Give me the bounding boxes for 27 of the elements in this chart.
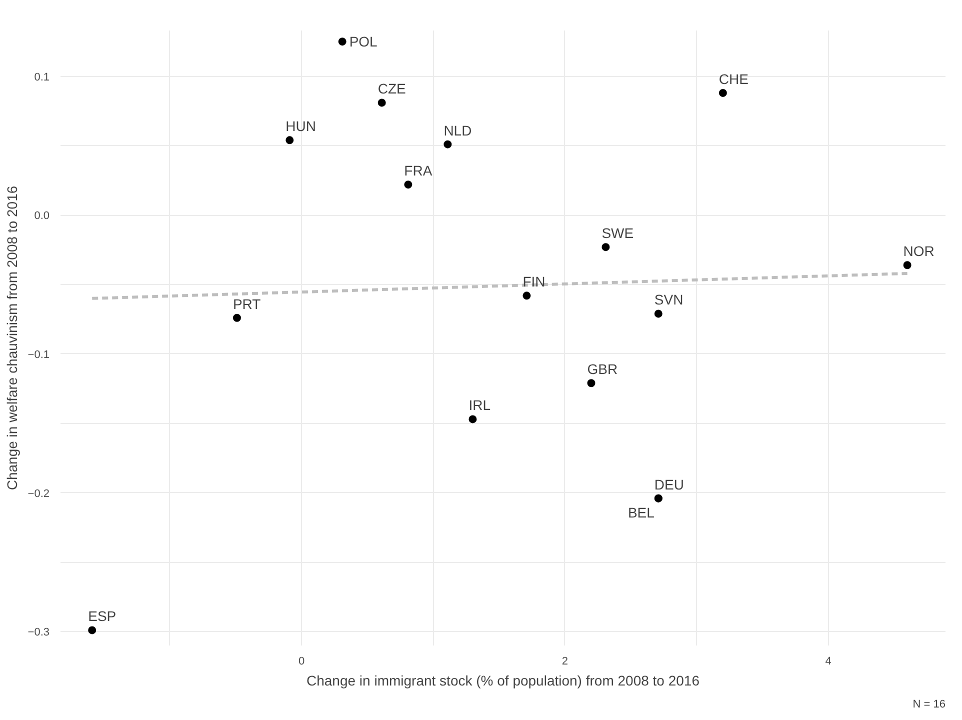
annotation: FIN [522, 274, 546, 290]
annotation: CZE [378, 80, 406, 97]
annotation: NOR [903, 243, 934, 260]
annotation: GBR [587, 361, 618, 378]
annotation: BEL [628, 504, 655, 520]
x-tick-label: 4 [825, 656, 832, 668]
annotation: FRA [404, 162, 433, 179]
annotation: PRT [232, 296, 262, 312]
y-tick-label: −0.3 [28, 626, 50, 639]
y-axis-title: Change in welfare chauvinism from 2008 to 2016 [4, 186, 20, 490]
annotation: HUN [286, 118, 316, 134]
y-tick-label: −0.2 [28, 488, 50, 500]
x-tick-label: 0 [298, 656, 305, 668]
x-tick-label: 2 [562, 656, 568, 668]
y-tick-label: −0.1 [28, 348, 50, 361]
text: N = 16 [912, 698, 946, 710]
y-tick-label: 0.1 [34, 71, 50, 84]
annotation: NLD [444, 122, 472, 138]
y-tick-label: 0.0 [34, 210, 50, 222]
x-axis-title: Change in immigrant stock (% of population) from 2008 to 2016 [306, 672, 700, 688]
annotation: ESP [88, 608, 116, 624]
annotation: SWE [602, 225, 634, 242]
annotation: IRL [468, 397, 491, 414]
annotation: SVN [654, 292, 684, 308]
annotation: POL [349, 34, 378, 50]
annotation: CHE [718, 70, 748, 87]
annotation: DEU [654, 476, 684, 492]
